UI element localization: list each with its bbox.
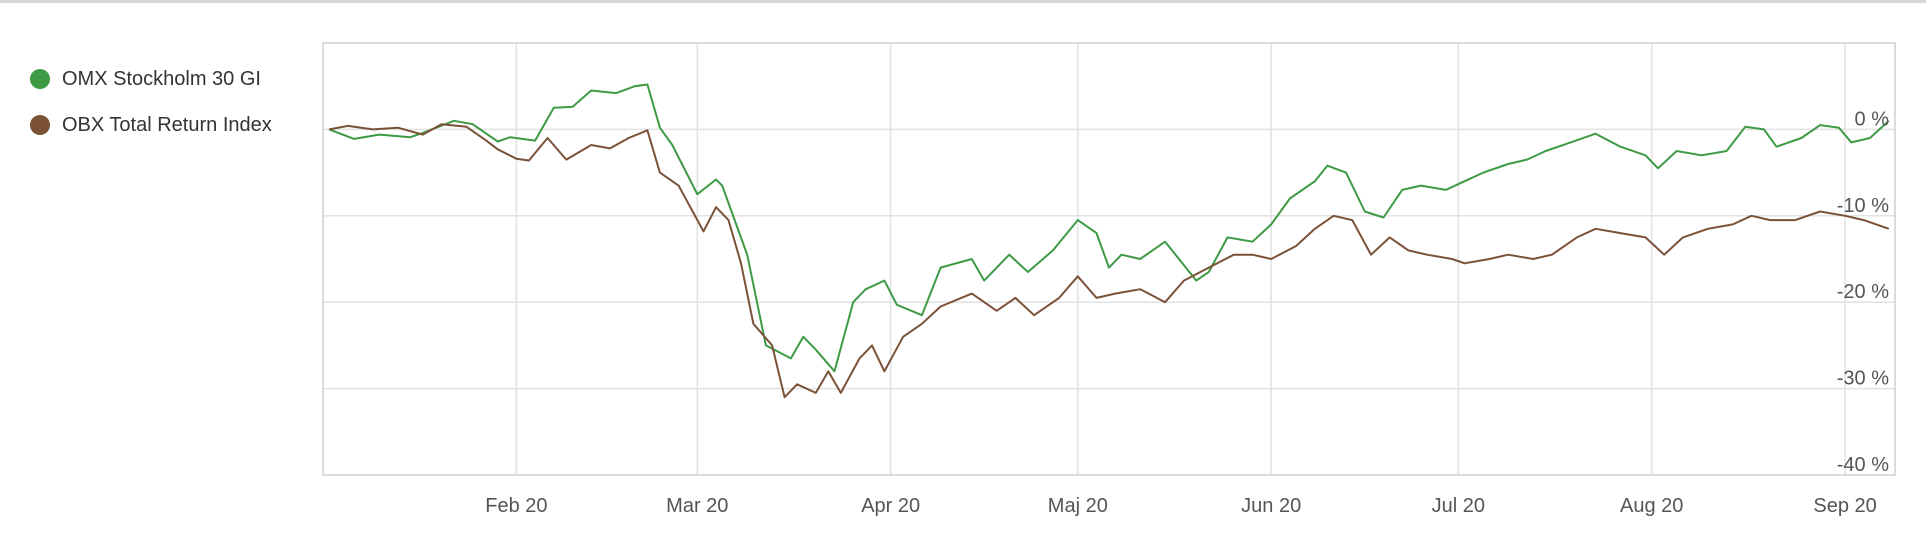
legend-label-obx: OBX Total Return Index	[62, 113, 272, 136]
y-tick-label: -10 %	[1837, 195, 1889, 217]
top-divider	[0, 0, 1926, 3]
series-line-obx	[329, 123, 1890, 399]
y-tick-label: -30 %	[1837, 368, 1889, 390]
grid-lines	[323, 43, 1895, 475]
legend-dot-omx	[30, 69, 50, 89]
x-tick-label: Feb 20	[485, 495, 547, 517]
x-axis-ticks: Feb 20 Mar 20 Apr 20 Maj 20 Jun 20 Jul 20 Aug …	[485, 495, 1877, 517]
legend-dot-obx	[30, 115, 50, 135]
series-line-omx	[328, 83, 1890, 373]
x-tick-label: Sep 20	[1813, 495, 1876, 517]
x-tick-label: Jul 20	[1432, 495, 1485, 517]
y-tick-label: 0 %	[1855, 108, 1890, 130]
series-lines	[328, 83, 1890, 399]
y-tick-label: -40 %	[1837, 454, 1889, 476]
plot-frame	[322, 42, 1896, 476]
x-tick-label: Maj 20	[1048, 495, 1108, 517]
legend-label-omx: OMX Stockholm 30 GI	[62, 67, 261, 90]
x-tick-label: Apr 20	[861, 495, 920, 517]
legend-item-obx[interactable]: OBX Total Return Index	[30, 102, 272, 148]
y-axis-ticks: 0 % -10 % -20 % -30 % -40 %	[1837, 108, 1889, 476]
chart-legend: OMX Stockholm 30 GI OBX Total Return Ind…	[30, 56, 272, 148]
y-tick-label: -20 %	[1837, 281, 1889, 303]
legend-item-omx[interactable]: OMX Stockholm 30 GI	[30, 56, 272, 102]
x-tick-label: Jun 20	[1241, 495, 1301, 517]
x-tick-label: Aug 20	[1620, 495, 1683, 517]
x-tick-label: Mar 20	[666, 495, 728, 517]
